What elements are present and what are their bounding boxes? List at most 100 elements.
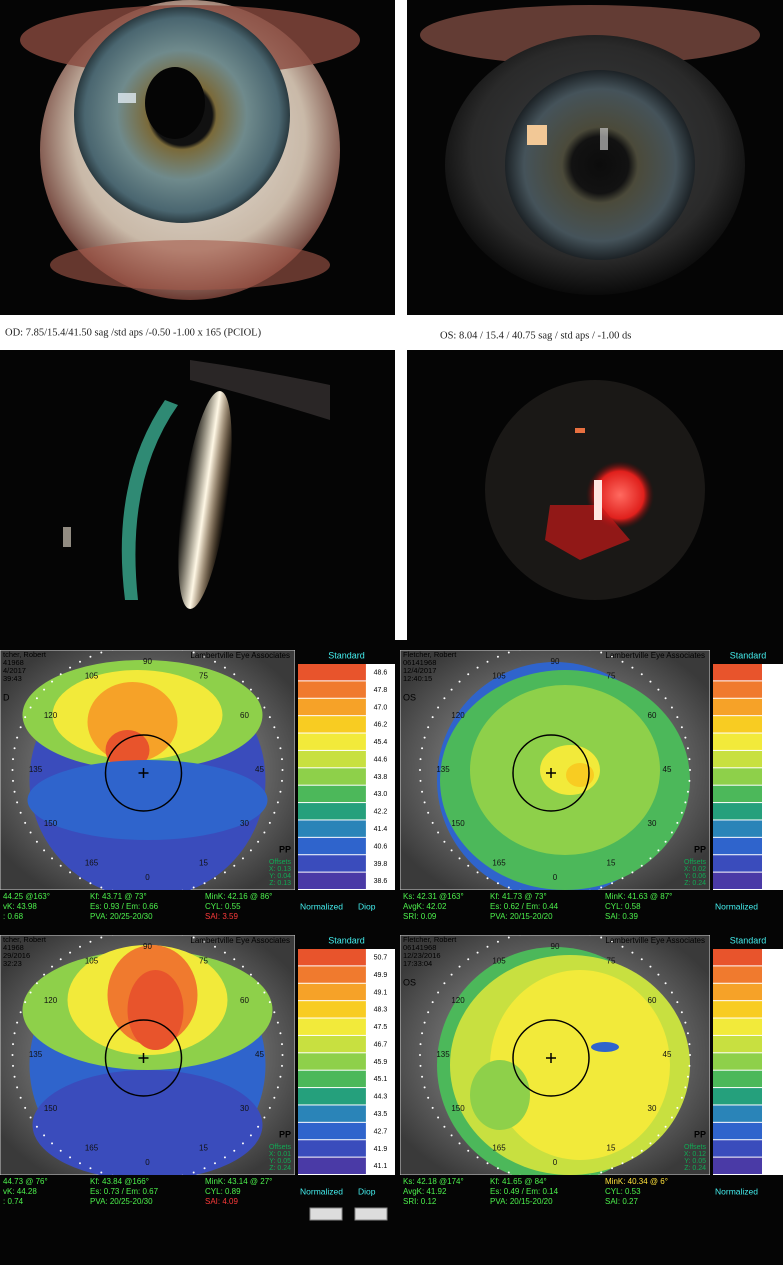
ring-dot <box>458 680 461 683</box>
photo-od <box>0 0 395 315</box>
ring-dot <box>35 982 38 985</box>
scale-band <box>713 803 762 820</box>
angle-label: 30 <box>240 1104 249 1113</box>
measurement: AvgK: 42.02 <box>403 902 447 911</box>
scale-band <box>298 750 366 768</box>
scale-label: 48.3 <box>374 1007 388 1014</box>
button[interactable] <box>309 1207 343 1221</box>
scale-footer: Normalized <box>300 1186 343 1196</box>
ring-dot <box>257 840 260 843</box>
ring-dot <box>279 747 282 750</box>
ring-dot <box>241 857 244 860</box>
offset: X: 0.13 <box>269 866 291 873</box>
ring-dot <box>431 1106 434 1109</box>
ring-dot <box>241 965 244 968</box>
ring-dot <box>450 1134 453 1137</box>
scale-band <box>298 855 366 872</box>
ring-dot <box>192 886 195 889</box>
ring-dot <box>233 673 236 676</box>
angle-label: 165 <box>492 859 506 868</box>
scale-band <box>713 750 762 768</box>
ring-dot <box>89 882 92 885</box>
ring-dot <box>214 877 216 880</box>
offset: Offsets <box>269 859 292 866</box>
ring-dot <box>263 831 266 834</box>
scale-band <box>713 698 762 716</box>
ring-dot <box>279 790 282 793</box>
ring-dot <box>13 1075 16 1078</box>
ring-dot <box>13 790 16 793</box>
measurement: Es: 0.62 / Em: 0.44 <box>490 902 559 911</box>
angle-label: 75 <box>199 957 208 966</box>
ring-dot <box>223 951 226 954</box>
angle-label: 0 <box>145 1158 150 1167</box>
measurement: 44.73 @ 76° <box>3 1177 48 1186</box>
topography-panel: 90 105 120 135 150 165 0 15 30 45 60 75 tcher, Rober… <box>0 935 395 1206</box>
patient-info: 41968 <box>3 658 24 667</box>
scale-label: 38.6 <box>374 878 388 885</box>
angle-label: 60 <box>240 996 249 1005</box>
ring-dot <box>24 1001 27 1004</box>
scale-band <box>298 716 366 733</box>
measurement: : 0.68 <box>3 912 24 921</box>
ring-dot <box>12 1064 15 1067</box>
ring-dot <box>496 940 499 943</box>
ring-dot <box>263 991 266 994</box>
scale-band <box>713 785 762 803</box>
ring-dot <box>257 697 260 700</box>
ring-dot <box>496 1167 499 1170</box>
patient-info: 4/2017 <box>3 666 26 675</box>
ring-dot <box>280 1064 283 1067</box>
scale-label: 43.0 <box>374 791 388 798</box>
ring-dot <box>611 655 614 658</box>
scale-band <box>298 803 366 820</box>
patient-info: Fletcher, Robert <box>403 650 457 659</box>
ring-dot <box>79 660 81 663</box>
measurement: Es: 0.93 / Em: 0.66 <box>90 902 159 911</box>
ring-dot <box>427 726 430 729</box>
ring-dot <box>100 651 103 654</box>
ring-dot <box>467 864 470 867</box>
scale-band <box>713 949 762 966</box>
angle-label: 135 <box>29 1050 43 1059</box>
ring-dot <box>427 1011 430 1014</box>
scale-band <box>713 1001 762 1018</box>
patient-info: 32:23 <box>3 959 22 968</box>
scale-band <box>298 664 366 681</box>
angle-label: 45 <box>663 765 672 774</box>
ring-dot <box>486 877 489 880</box>
angle-label: 135 <box>29 765 43 774</box>
ring-dot <box>664 697 667 700</box>
scale-footer: Diop <box>358 1186 376 1196</box>
measurement: vK: 43.98 <box>3 902 37 911</box>
scale-band <box>298 1070 366 1088</box>
scale-band <box>298 837 366 855</box>
ring-dot <box>427 1096 430 1099</box>
ring-dot <box>507 651 510 654</box>
ring-dot <box>600 886 603 889</box>
scale-band <box>713 837 762 855</box>
ring-dot <box>631 871 634 874</box>
ring-dot <box>249 849 252 852</box>
ring-dot <box>657 688 660 691</box>
ring-dot <box>276 801 279 804</box>
angle-label: 105 <box>492 672 506 681</box>
measurement: CYL: 0.58 <box>605 902 641 911</box>
scale-band <box>298 1001 366 1018</box>
ring-dot <box>280 1043 283 1046</box>
ring-dot <box>59 673 62 676</box>
scale-band <box>713 1140 762 1157</box>
ring-dot <box>19 1011 22 1014</box>
button[interactable] <box>354 1207 388 1221</box>
ring-dot <box>423 801 426 804</box>
angle-label: 150 <box>451 1104 465 1113</box>
measurement: CYL: 0.89 <box>205 1187 241 1196</box>
ring-dot <box>19 1096 22 1099</box>
scale-band <box>713 681 762 698</box>
ring-dot <box>181 1174 184 1175</box>
measurement: Kf: 41.65 @ 84° <box>490 1177 547 1186</box>
ring-dot <box>268 821 271 824</box>
angle-label: 150 <box>451 819 465 828</box>
ring-dot <box>263 1116 266 1119</box>
scale-band <box>298 1035 366 1053</box>
